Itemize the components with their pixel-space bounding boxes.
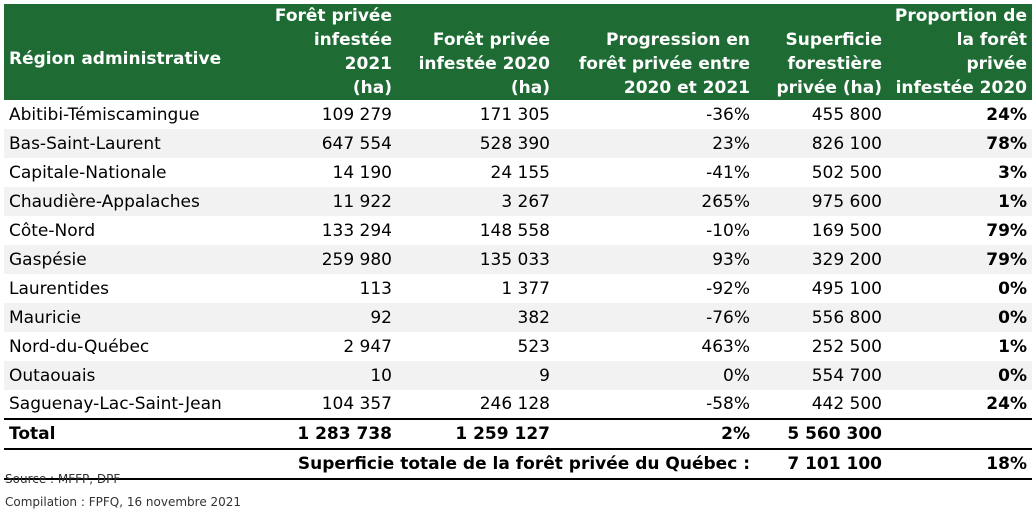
infested-2020-cell: 171 305 bbox=[479, 104, 550, 125]
proportion-cell: 24% bbox=[986, 104, 1027, 125]
region-name: Gaspésie bbox=[4, 245, 260, 274]
proportion-cell: 79% bbox=[986, 220, 1027, 241]
table-row: Côte-Nord 133 294 148 558 -10% 169 500 7… bbox=[4, 216, 1032, 245]
progression-cell: 93% bbox=[555, 245, 755, 274]
area-cell: 169 500 bbox=[811, 220, 882, 241]
progression-cell: -92% bbox=[706, 278, 750, 299]
infested-2021-cell: 109 279 bbox=[321, 104, 392, 125]
area-cell: 975 600 bbox=[755, 187, 887, 216]
proportion-cell: 0% bbox=[887, 303, 1032, 332]
grand-total-proportion: 18% bbox=[887, 449, 1032, 480]
infested-2021-cell: 104 357 bbox=[321, 394, 392, 414]
progression-cell: 463% bbox=[701, 336, 750, 357]
infested-2021-cell: 113 bbox=[359, 278, 392, 299]
infested-2020-cell: 135 033 bbox=[397, 245, 555, 274]
area-cell: 495 100 bbox=[811, 278, 882, 299]
progression-cell: 265% bbox=[555, 187, 755, 216]
region-name: Mauricie bbox=[4, 303, 260, 332]
progression-cell: -10% bbox=[706, 220, 750, 241]
area-cell: 329 200 bbox=[755, 245, 887, 274]
area-cell: 556 800 bbox=[755, 303, 887, 332]
grand-total-label: Superficie totale de la forêt privée du … bbox=[4, 449, 755, 480]
table-row: Laurentides 113 1 377 -92% 495 100 0% bbox=[4, 274, 1032, 303]
region-name: Outaouais bbox=[4, 361, 260, 390]
infested-2020-cell: 9 bbox=[397, 361, 555, 390]
header-proportion: Proportion de la forêt privée infestée 2… bbox=[887, 4, 1032, 100]
area-cell: 442 500 bbox=[811, 394, 882, 414]
infested-2021-cell: 2 947 bbox=[343, 336, 392, 357]
total-proportion-empty bbox=[887, 418, 1032, 450]
table-row: Bas-Saint-Laurent 647 554 528 390 23% 82… bbox=[4, 129, 1032, 158]
header-infested-2020: Forêt privée infestée 2020 (ha) bbox=[397, 4, 555, 100]
proportion-cell: 78% bbox=[887, 129, 1032, 158]
table-row: Saguenay-Lac-Saint-Jean 104 357 246 128 … bbox=[4, 390, 1032, 419]
infested-2021-cell: 133 294 bbox=[321, 220, 392, 241]
progression-cell: -41% bbox=[706, 162, 750, 183]
area-cell: 826 100 bbox=[755, 129, 887, 158]
infested-2020-cell: 1 377 bbox=[501, 278, 550, 299]
region-name: Abitibi-Témiscamingue bbox=[9, 104, 200, 125]
table-header-row: Région administrative Forêt privée infes… bbox=[4, 4, 1032, 100]
grand-total-area: 7 101 100 bbox=[755, 449, 887, 480]
total-area: 5 560 300 bbox=[755, 418, 887, 450]
header-progression: Progression en forêt privée entre 2020 e… bbox=[555, 4, 755, 100]
infested-2020-cell: 382 bbox=[397, 303, 555, 332]
proportion-cell: 24% bbox=[986, 394, 1027, 414]
infested-2020-cell: 528 390 bbox=[397, 129, 555, 158]
progression-cell: -76% bbox=[555, 303, 755, 332]
region-name: Côte-Nord bbox=[9, 220, 96, 241]
region-name: Capitale-Nationale bbox=[9, 162, 167, 183]
total-infested-2021: 1 283 738 bbox=[260, 418, 397, 450]
region-name: Bas-Saint-Laurent bbox=[4, 129, 260, 158]
infested-2021-cell: 259 980 bbox=[260, 245, 397, 274]
infested-2020-cell: 3 267 bbox=[397, 187, 555, 216]
proportion-cell: 79% bbox=[887, 245, 1032, 274]
infested-2021-cell: 92 bbox=[260, 303, 397, 332]
infested-2021-cell: 647 554 bbox=[260, 129, 397, 158]
proportion-cell: 1% bbox=[887, 187, 1032, 216]
progression-cell: 23% bbox=[555, 129, 755, 158]
infested-2020-cell: 24 155 bbox=[490, 162, 550, 183]
header-infested-2021: Forêt privée infestée 2021 (ha) bbox=[260, 4, 397, 100]
infested-2020-cell: 148 558 bbox=[479, 220, 550, 241]
region-name: Saguenay-Lac-Saint-Jean bbox=[9, 394, 222, 414]
table-row: Capitale-Nationale 14 190 24 155 -41% 50… bbox=[4, 158, 1032, 187]
source-note: Source : MFFP, DPF bbox=[5, 472, 121, 486]
total-progression: 2% bbox=[555, 418, 755, 450]
region-name: Laurentides bbox=[9, 278, 110, 299]
area-cell: 554 700 bbox=[755, 361, 887, 390]
area-cell: 252 500 bbox=[811, 336, 882, 357]
infested-2020-cell: 523 bbox=[517, 336, 550, 357]
grand-total-row: Superficie totale de la forêt privée du … bbox=[4, 449, 1032, 480]
region-name: Nord-du-Québec bbox=[9, 336, 150, 357]
total-row: Total 1 283 738 1 259 127 2% 5 560 300 bbox=[4, 418, 1032, 450]
header-forest-area: Superficie forestière privée (ha) bbox=[755, 4, 887, 100]
table-row: Mauricie 92 382 -76% 556 800 0% bbox=[4, 303, 1032, 332]
region-name: Chaudière-Appalaches bbox=[4, 187, 260, 216]
infested-2020-cell: 246 128 bbox=[479, 394, 550, 414]
table-row: Outaouais 10 9 0% 554 700 0% bbox=[4, 361, 1032, 390]
progression-cell: 0% bbox=[555, 361, 755, 390]
header-region: Région administrative bbox=[4, 4, 260, 100]
table-row: Nord-du-Québec 2 947 523 463% 252 500 1% bbox=[4, 332, 1032, 361]
progression-cell: -36% bbox=[706, 104, 750, 125]
infested-2021-cell: 11 922 bbox=[260, 187, 397, 216]
table-row: Chaudière-Appalaches 11 922 3 267 265% 9… bbox=[4, 187, 1032, 216]
proportion-cell: 1% bbox=[998, 336, 1027, 357]
proportion-cell: 3% bbox=[998, 162, 1027, 183]
area-cell: 455 800 bbox=[811, 104, 882, 125]
table-row: Gaspésie 259 980 135 033 93% 329 200 79% bbox=[4, 245, 1032, 274]
infested-2021-cell: 10 bbox=[260, 361, 397, 390]
total-infested-2020: 1 259 127 bbox=[397, 418, 555, 450]
area-cell: 502 500 bbox=[811, 162, 882, 183]
proportion-cell: 0% bbox=[998, 278, 1027, 299]
table-row: Abitibi-Témiscamingue 109 279 171 305 -3… bbox=[4, 100, 1032, 129]
infested-2021-cell: 14 190 bbox=[332, 162, 392, 183]
total-label: Total bbox=[4, 418, 260, 450]
proportion-cell: 0% bbox=[887, 361, 1032, 390]
progression-cell: -58% bbox=[706, 394, 750, 414]
infestation-table: Région administrative Forêt privée infes… bbox=[4, 4, 1032, 480]
compilation-note: Compilation : FPFQ, 16 novembre 2021 bbox=[5, 495, 242, 509]
